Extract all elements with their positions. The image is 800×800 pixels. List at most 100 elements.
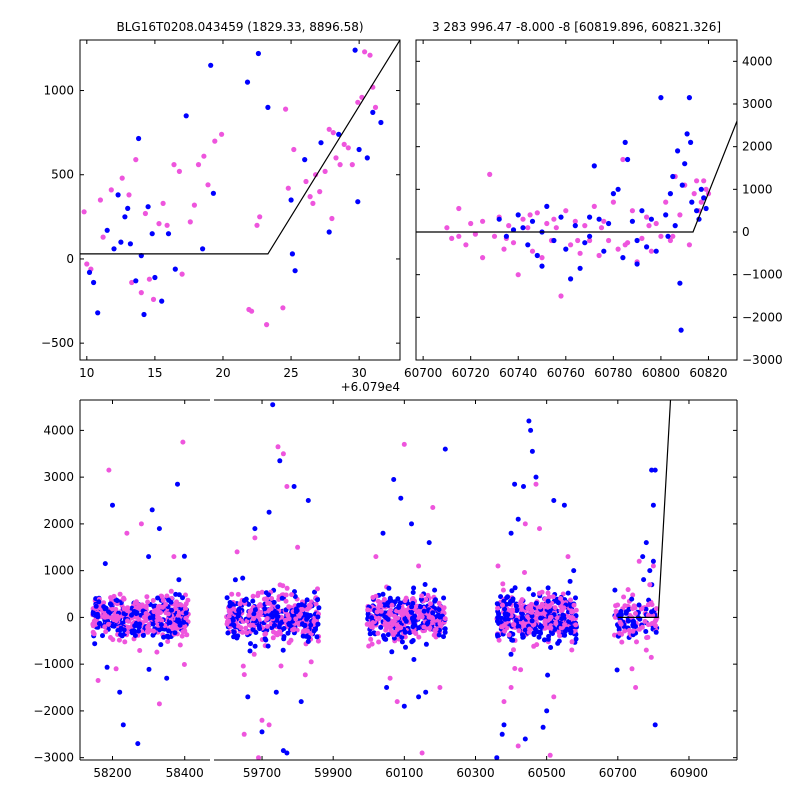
data-point-pink [629,208,636,214]
data-point-blue [176,617,181,623]
data-point-blue [409,639,415,645]
data-point-pink [183,615,189,621]
data-point-pink [259,589,265,595]
data-point-blue [494,601,500,607]
data-point-blue [441,634,446,640]
data-point-blue [623,610,629,616]
x-tick-label: 60300 [456,766,494,780]
data-point-blue [411,619,417,625]
data-point-blue [231,622,237,628]
data-point-blue [378,119,384,126]
data-point-pink [525,225,531,231]
data-point-pink [625,587,631,593]
data-point-blue [526,418,532,424]
data-point-blue [288,197,294,203]
y-tick-label: 2000 [742,140,773,154]
data-point-pink [670,233,676,239]
data-point-pink [249,308,255,314]
data-point-pink [430,505,436,510]
data-point-blue [236,607,242,613]
data-point-blue [495,632,500,638]
data-point-blue [622,139,628,145]
data-point-pink [629,666,635,672]
data-point-pink [633,611,638,616]
data-point-blue [501,598,507,604]
data-point-pink [121,606,127,612]
data-point-blue [305,498,311,503]
data-point-blue [398,495,404,501]
y-tick-label: 4000 [43,423,74,437]
data-point-pink [643,647,649,653]
data-point-pink [138,521,144,527]
data-point-pink [154,649,160,655]
data-point-pink [317,189,323,195]
data-point-pink [542,618,548,624]
data-point-blue [245,694,251,700]
y-tick-label: −2000 [742,310,783,324]
data-point-blue [532,626,538,632]
x-tick-label: 15 [147,366,162,380]
x-tick-label: 58200 [93,766,131,780]
data-point-pink [264,616,270,622]
data-point-pink [143,603,149,609]
data-point-pink [648,248,655,254]
data-point-blue [135,741,141,747]
data-point-pink [175,613,181,619]
data-point-blue [679,182,685,188]
data-point-pink [108,635,113,640]
data-point-pink [103,629,109,635]
data-point-blue [533,474,539,480]
data-point-blue [316,605,322,611]
data-point-blue [369,615,375,621]
data-point-blue [265,643,271,649]
data-point-blue [133,609,139,615]
data-point-pink [178,602,184,608]
data-point-blue [93,603,99,609]
data-point-blue [156,526,162,532]
data-point-pink [418,612,423,618]
data-point-blue [255,50,261,57]
data-point-blue [424,621,430,627]
data-point-blue [308,622,314,628]
data-point-pink [137,648,143,653]
data-point-blue [410,600,416,606]
data-point-pink [500,581,506,587]
data-point-blue [133,278,139,284]
data-point-blue [641,577,647,583]
data-point-pink [285,185,291,191]
data-point-blue [430,610,436,616]
data-point-pink [171,162,177,168]
data-point-pink [516,628,522,634]
data-point-blue [273,689,279,695]
data-point-pink [569,609,575,615]
data-point-blue [644,244,650,250]
data-point-blue [634,261,640,267]
data-point-blue [640,554,646,560]
data-point-pink [355,99,361,105]
data-point-blue [423,689,429,695]
data-point-blue [132,623,138,629]
data-point-pink [283,592,289,598]
data-point-pink [172,625,178,631]
data-point-pink [274,632,280,638]
data-point-blue [563,246,569,252]
data-point-pink [558,293,564,299]
panel-top-left: 10 15 20 25 30 −500 0 500 1000 BLG16T0208.043459 … [41,20,401,394]
data-point-blue [114,598,120,604]
data-point-pink [615,602,621,608]
data-point-pink [596,252,602,259]
data-point-pink [515,272,521,278]
data-point-pink [622,603,628,609]
data-point-pink [142,210,148,217]
data-point-pink [399,612,405,617]
data-point-blue [403,644,408,650]
data-point-pink [621,594,627,600]
y-tick-label: 1000 [43,564,74,578]
data-point-pink [510,240,517,246]
data-point-blue [365,611,371,617]
data-point-blue [643,606,649,612]
data-point-pink [577,250,583,256]
data-point-blue [596,216,602,222]
data-point-pink [146,276,152,282]
data-point-blue [502,611,508,617]
